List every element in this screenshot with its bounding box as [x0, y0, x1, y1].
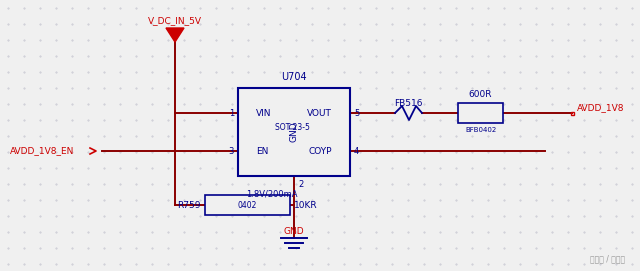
Bar	[458, 103, 503, 123]
Text: VIN: VIN	[256, 108, 271, 118]
Text: 10KR: 10KR	[294, 201, 317, 209]
Text: GND: GND	[284, 227, 304, 236]
Text: 3: 3	[228, 147, 234, 156]
Text: R759: R759	[177, 201, 201, 209]
Text: 2: 2	[298, 180, 303, 189]
Polygon shape	[166, 28, 184, 42]
Text: AVDD_1V8_EN: AVDD_1V8_EN	[10, 147, 74, 156]
Text: BFB0402: BFB0402	[465, 127, 496, 133]
Text: FB516: FB516	[394, 98, 422, 108]
Text: SOT 23-5: SOT 23-5	[275, 124, 309, 133]
Bar	[570, 111, 573, 115]
Text: GND: GND	[289, 122, 298, 142]
Text: AVDD_1V8: AVDD_1V8	[577, 104, 625, 112]
Text: 1.8V/200mA: 1.8V/200mA	[246, 189, 298, 198]
Text: COYP: COYP	[308, 147, 332, 156]
Text: 头条号 / 硅智能: 头条号 / 硅智能	[590, 254, 625, 263]
Text: U704: U704	[281, 72, 307, 82]
Text: 4: 4	[354, 147, 359, 156]
Text: VOUT: VOUT	[307, 108, 332, 118]
Text: EN: EN	[256, 147, 268, 156]
Bar	[205, 195, 290, 215]
Bar	[238, 88, 350, 176]
Text: 600R: 600R	[468, 90, 492, 99]
Text: 5: 5	[354, 108, 359, 118]
Text: 1: 1	[228, 108, 234, 118]
Text: V_DC_IN_5V: V_DC_IN_5V	[148, 16, 202, 25]
Text: 0402: 0402	[238, 201, 257, 209]
